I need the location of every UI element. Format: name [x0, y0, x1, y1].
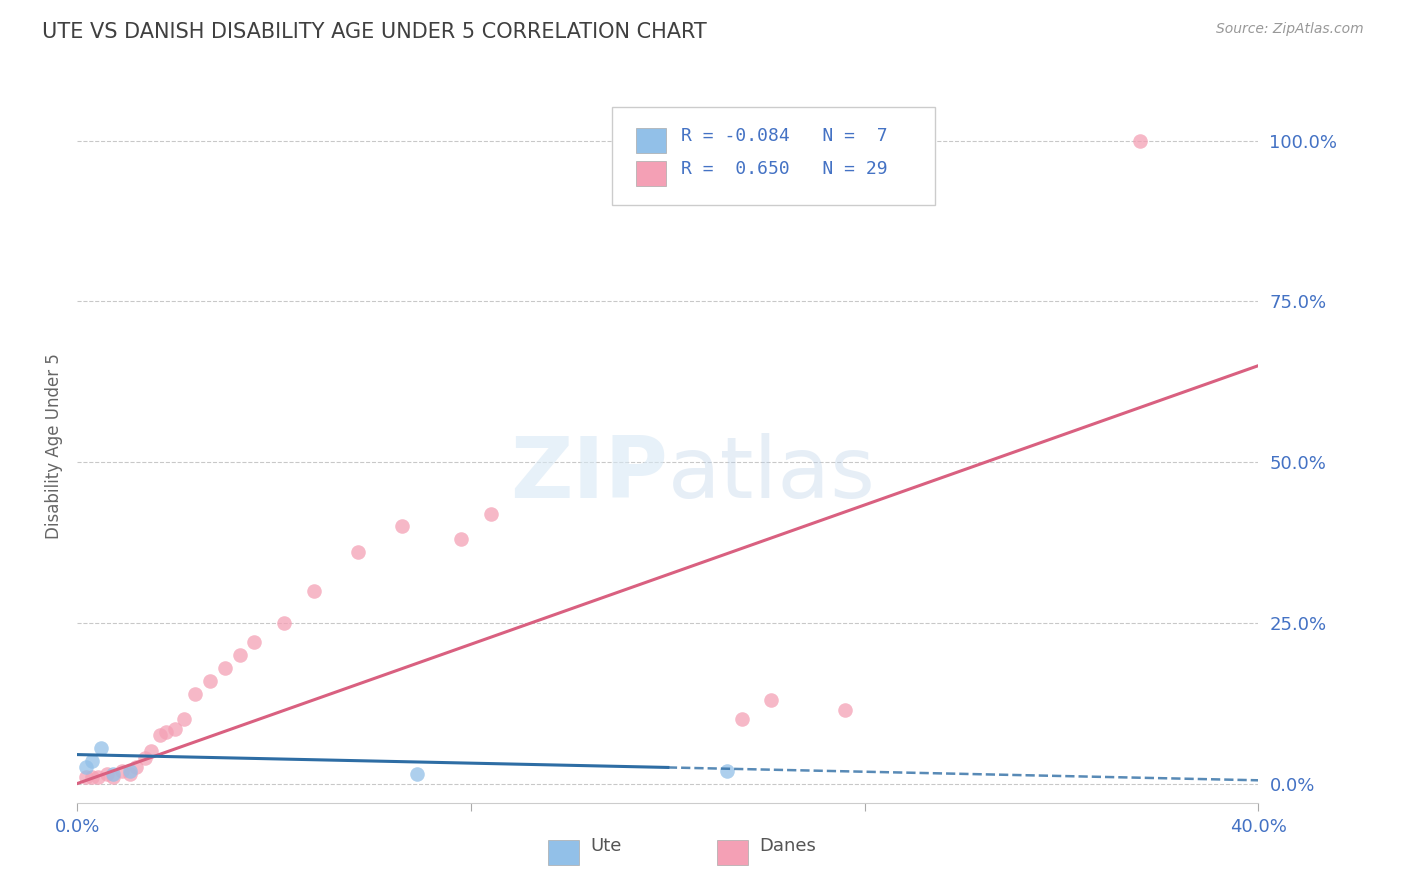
Point: [134, 751, 156, 765]
Y-axis label: Disability Age Under 5: Disability Age Under 5: [45, 353, 63, 539]
Point: [200, 673, 222, 688]
Point: [101, 770, 124, 784]
Point: [731, 712, 754, 726]
Point: [111, 764, 132, 778]
Point: [479, 507, 502, 521]
Point: [347, 545, 370, 559]
Point: [82, 770, 104, 784]
Point: [163, 722, 186, 736]
Point: [173, 712, 195, 726]
Point: [125, 760, 148, 774]
Point: [834, 702, 856, 716]
Point: [75, 770, 97, 784]
Point: [273, 615, 295, 630]
Point: [761, 693, 783, 707]
Text: atlas: atlas: [668, 433, 876, 516]
Point: [214, 661, 236, 675]
Point: [391, 519, 413, 533]
Point: [155, 725, 177, 739]
Point: [141, 744, 163, 758]
Text: UTE VS DANISH DISABILITY AGE UNDER 5 CORRELATION CHART: UTE VS DANISH DISABILITY AGE UNDER 5 COR…: [42, 22, 707, 42]
Text: R =  0.650   N = 29: R = 0.650 N = 29: [681, 161, 887, 178]
Text: ZIP: ZIP: [510, 433, 668, 516]
Point: [302, 583, 325, 598]
Point: [184, 686, 207, 700]
Text: Danes: Danes: [759, 837, 815, 855]
Point: [228, 648, 252, 662]
Point: [82, 754, 104, 768]
Point: [75, 760, 97, 774]
Point: [87, 770, 110, 784]
Point: [101, 767, 124, 781]
Point: [120, 764, 142, 778]
Text: Ute: Ute: [591, 837, 621, 855]
Point: [716, 764, 738, 778]
Text: Source: ZipAtlas.com: Source: ZipAtlas.com: [1216, 22, 1364, 37]
Point: [120, 767, 142, 781]
Point: [96, 767, 118, 781]
Point: [450, 533, 472, 547]
Point: [243, 635, 266, 649]
Text: R = -0.084   N =  7: R = -0.084 N = 7: [681, 127, 887, 145]
Point: [406, 767, 429, 781]
Point: [90, 741, 112, 756]
Point: [1129, 134, 1152, 148]
Point: [149, 728, 172, 742]
